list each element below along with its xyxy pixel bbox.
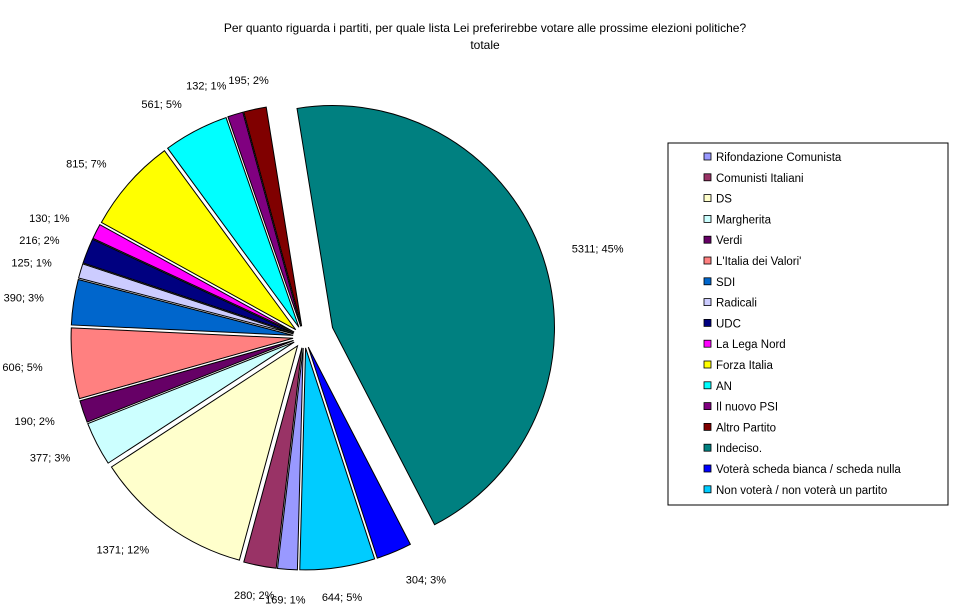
legend-swatch [703,277,712,286]
legend: Rifondazione Comunista Comunisti Italiani… [703,152,901,497]
data-label: 606; 5% [2,362,43,374]
chart-title: Per quanto riguarda i partiti, per quale… [224,21,747,35]
legend-swatch [703,381,712,390]
pie-slice [296,105,555,526]
data-label: 125; 1% [11,257,52,269]
legend-swatch [703,235,712,244]
pie-slice [227,111,302,327]
chart-subtitle: totale [470,38,500,52]
legend-label: Voterà scheda bianca / scheda nulla [716,464,901,476]
data-label: 644; 5% [322,592,363,604]
legend-label: Verdi [716,235,742,247]
pie-slice [110,344,299,561]
legend-label: AN [716,381,732,393]
data-label: 169; 1% [265,594,306,604]
legend-label: Non voterà / non voterà un partito [716,485,887,497]
legend-label: Altro Partito [716,422,776,434]
data-label: 190; 2% [14,416,55,428]
pie-slice [70,327,294,400]
data-label: 130; 1% [29,213,70,225]
pie-slice [87,341,295,464]
data-label: 561; 5% [141,99,182,111]
legend-swatch [703,256,712,265]
legend-label: Forza Italia [716,360,773,372]
pie-slice [243,106,303,327]
pie-slice [77,263,294,335]
legend-swatch [703,443,712,452]
pie-slice [92,223,295,333]
pie-slice [299,347,376,571]
legend-label: SDI [716,277,735,289]
pie-slice [79,340,294,423]
data-label: 390; 3% [4,293,45,305]
legend-label: Rifondazione Comunista [716,152,842,164]
data-label: 132; 1% [186,81,227,93]
pie-slice [307,346,412,559]
legend-swatch [703,464,712,473]
legend-swatch [703,318,712,327]
legend-label: L'Italia dei Valori' [716,256,801,268]
legend-swatch [703,360,712,369]
data-label: 304; 3% [406,575,447,587]
pie-slice [100,150,297,331]
data-label: 216; 2% [19,235,60,247]
legend-swatch [703,152,712,161]
data-label: 815; 7% [66,158,107,170]
legend-label: Radicali [716,298,757,310]
data-label: 377; 3% [30,453,71,465]
data-labels: 169; 1%280; 2% 1371; 12% 377; 3% 190; 2% 606… [2,75,623,604]
data-label: 1371; 12% [97,545,150,557]
pie-slice [276,347,304,571]
legend-swatch [703,298,712,307]
legend-label: Il nuovo PSI [716,402,778,414]
data-label: 280; 2% [234,590,275,602]
legend-label: DS [716,194,732,206]
legend-label: Comunisti Italiani [716,173,804,185]
legend-swatch [703,214,712,223]
legend-swatch [703,422,712,431]
pie-slice [166,116,300,328]
legend-swatch [703,402,712,411]
pie-slice [70,278,294,336]
legend-label: Margherita [716,214,772,226]
pie-slice [82,238,294,334]
legend-box [667,142,949,506]
pie-slice [243,347,303,569]
legend-swatch [703,339,712,348]
pie-slices [70,105,555,571]
legend-label: Indeciso. [716,443,762,455]
legend-swatch [703,194,712,203]
legend-label: La Lega Nord [716,339,786,351]
legend-swatch [703,485,712,494]
data-label: 195; 2% [228,75,269,87]
legend-swatch [703,173,712,182]
data-label: 5311; 45% [572,244,624,256]
legend-label: UDC [716,318,741,330]
